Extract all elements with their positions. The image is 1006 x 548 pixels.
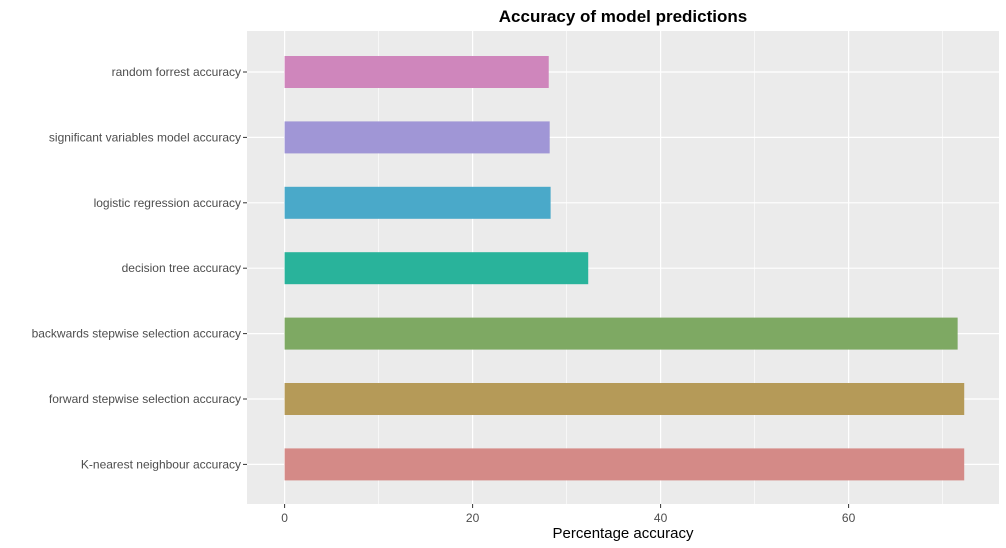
bar — [284, 383, 965, 415]
bar — [284, 56, 549, 88]
bar — [284, 252, 589, 285]
x-tick-label: 60 — [842, 511, 856, 525]
y-tick-label: random forrest accuracy — [112, 65, 241, 79]
y-tick-label: decision tree accuracy — [122, 261, 241, 275]
bar — [284, 317, 958, 350]
x-tick-label: 40 — [654, 511, 668, 525]
x-axis-title: Percentage accuracy — [553, 525, 694, 542]
y-tick-label: logistic regression accuracy — [94, 196, 241, 210]
bar — [284, 448, 965, 481]
bar — [284, 121, 550, 154]
y-tick-label: forward stepwise selection accuracy — [49, 392, 241, 406]
x-axis: 0 20 40 60 — [281, 504, 856, 525]
bars — [284, 56, 965, 481]
chart-title: Accuracy of model predictions — [499, 7, 747, 26]
y-tick-label: significant variables model accuracy — [49, 130, 241, 144]
bar — [284, 186, 551, 219]
x-tick-label: 20 — [466, 511, 480, 525]
x-tick-label: 0 — [281, 511, 288, 525]
y-tick-label: K-nearest neighbour accuracy — [81, 457, 241, 471]
y-axis: random forrest accuracy significant varia… — [32, 65, 247, 471]
y-tick-label: backwards stepwise selection accuracy — [32, 327, 241, 341]
